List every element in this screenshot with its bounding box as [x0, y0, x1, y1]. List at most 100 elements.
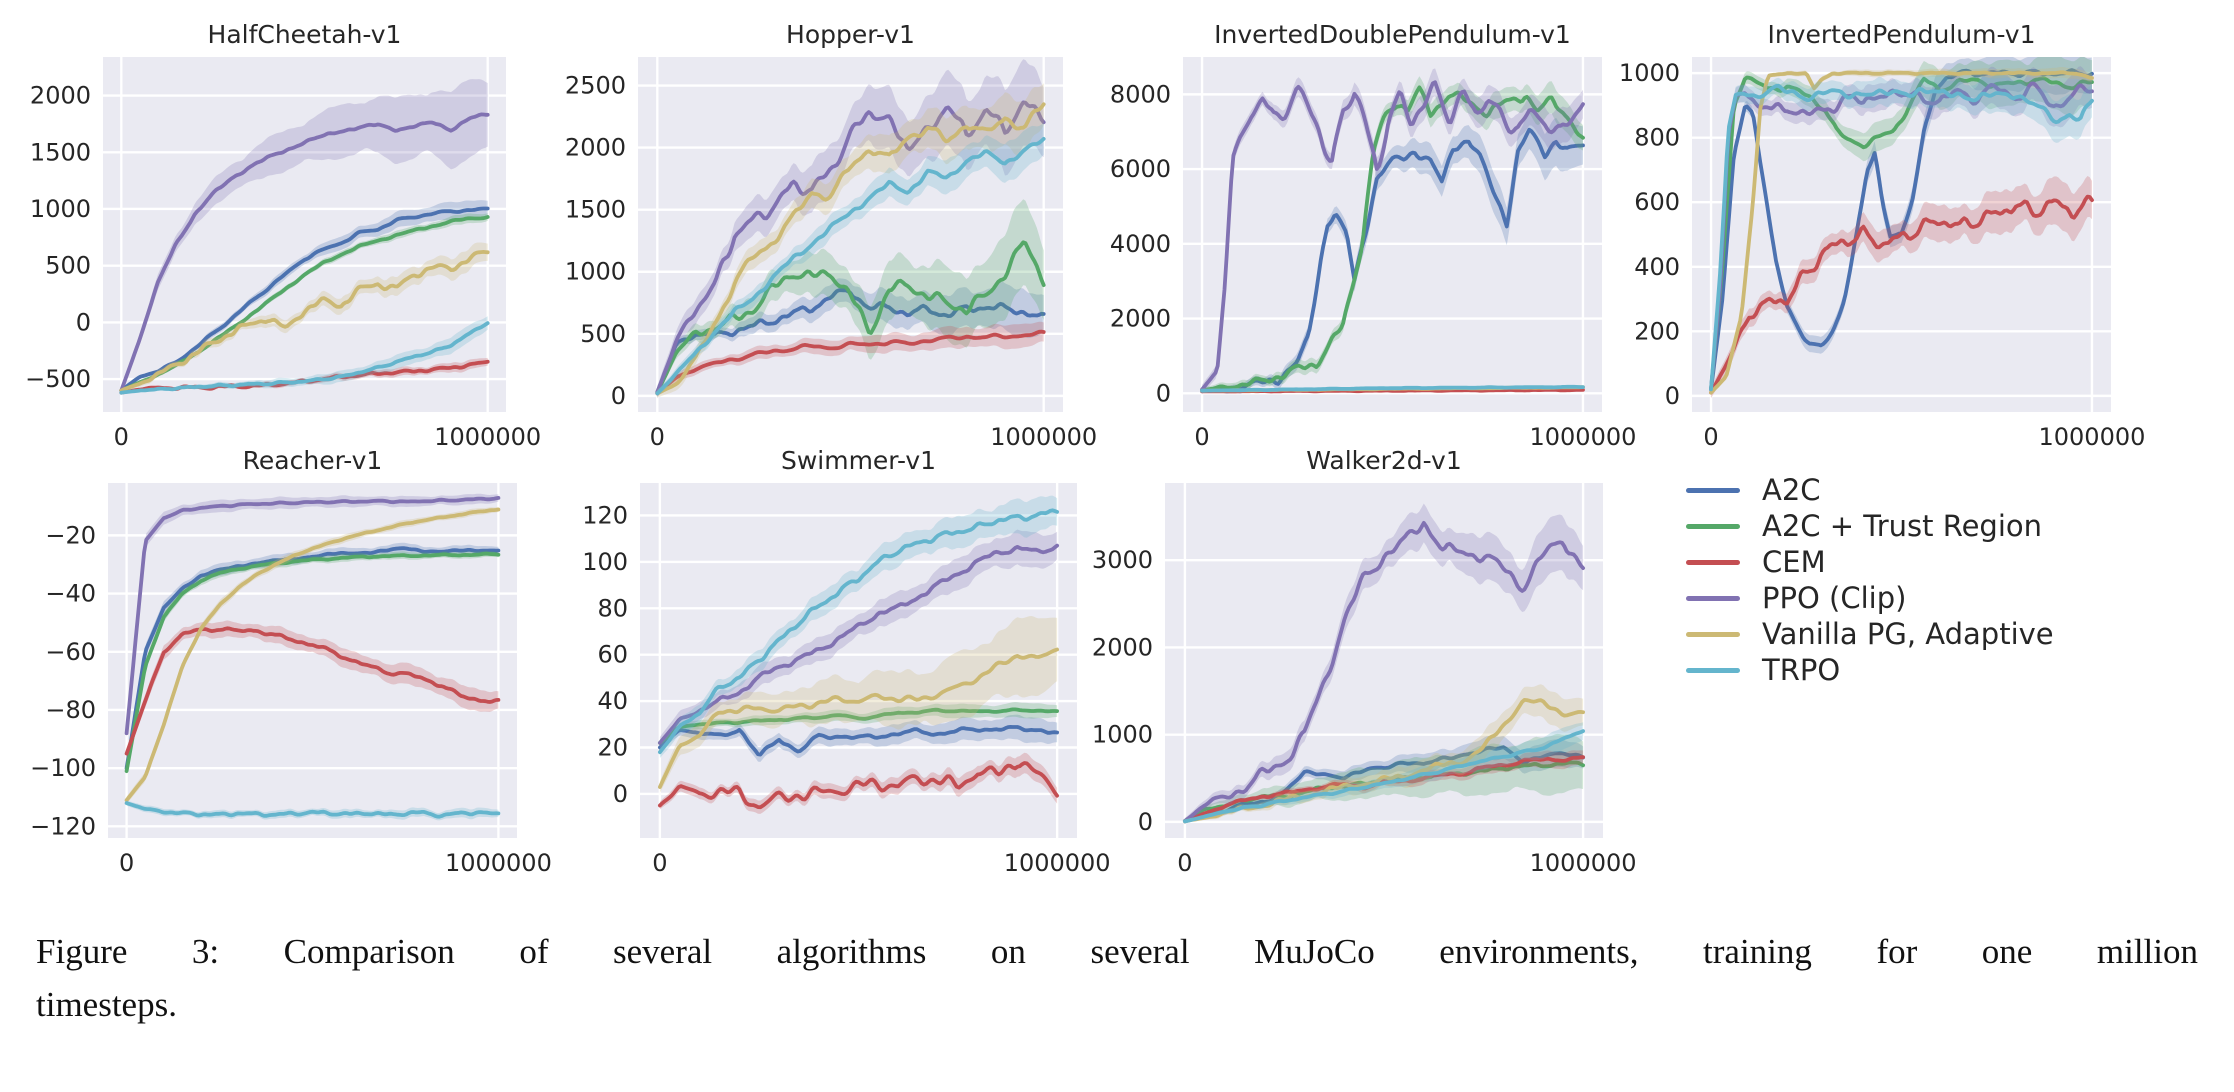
legend: A2C A2C + Trust Region CEM PPO (Clip) Vanill…	[1686, 472, 2146, 688]
series-line-trpo	[124, 801, 501, 819]
x-tick-label: 0	[1703, 423, 1718, 451]
figure-caption-line-1: Figure 3: Comparison of several algorith…	[36, 932, 2198, 971]
figure-caption-line-2: timesteps.	[36, 985, 177, 1025]
chart-hopper-v1: 2500 2000 1500 1000 500 0 0 1000000 Hopper-v1	[553, 12, 1133, 462]
series-line-trpo	[655, 137, 1046, 396]
x-tick-label: 0	[114, 423, 129, 451]
y-tick-label: 8000	[1110, 80, 1171, 108]
confidence-band-ppo-clip	[657, 59, 1044, 399]
legend-item-a2c: A2C	[1686, 472, 2146, 508]
series-line-vanilla-pg-adaptive	[655, 102, 1046, 396]
chart-title: InvertedDoublePendulum-v1	[1214, 20, 1571, 49]
y-tick-label: 0	[611, 382, 626, 410]
y-tick-label: 4000	[1110, 230, 1171, 258]
chart-swimmer-v1: 120 100 80 60 40 20 0 0 1000000 Swimmer-v1	[555, 438, 1147, 888]
x-tick-label: 0	[1194, 423, 1209, 451]
y-tick-label: 2000	[565, 134, 626, 162]
legend-item-label: PPO (Clip)	[1762, 581, 1907, 615]
plot-background	[108, 483, 517, 838]
legend-item-label: TRPO	[1762, 653, 1841, 687]
y-tick-label: 1000	[1092, 721, 1153, 749]
y-tick-label: 2000	[30, 82, 91, 110]
series-line-ppo-clip	[1709, 81, 2094, 392]
series-line-a2c	[658, 724, 1060, 757]
y-tick-label: 1000	[565, 258, 626, 286]
chart-title: InvertedPendulum-v1	[1767, 20, 2035, 49]
y-tick-label: 80	[597, 594, 628, 622]
x-tick-label: 0	[650, 423, 665, 451]
y-tick-label: −20	[45, 521, 96, 549]
series-line-cem	[1709, 194, 2094, 395]
y-tick-label: 1500	[565, 196, 626, 224]
x-tick-label: 0	[119, 849, 134, 877]
x-tick-label: 1000000	[434, 423, 541, 451]
y-tick-label: 0	[613, 780, 628, 808]
confidence-band-vanilla-pg-adaptive	[121, 242, 488, 393]
series-line-vanilla-pg-adaptive	[124, 507, 501, 803]
y-tick-label: −40	[45, 580, 96, 608]
y-tick-label: 100	[582, 548, 628, 576]
confidence-band-ppo-clip	[659, 529, 1058, 749]
y-tick-label: −120	[30, 812, 96, 840]
legend-item-label: Vanilla PG, Adaptive	[1762, 617, 2054, 651]
legend-item-cem: CEM	[1686, 544, 2146, 580]
chart-walker2d-v1: 3000 2000 1000 0 0 1000000 Walker2d-v1	[1080, 438, 1673, 888]
chart-invertedpendulum-v1: 1000 800 600 400 200 0 0 1000000 InvertedPendulu…	[1607, 12, 2181, 462]
series-line-a2c-trust-region	[658, 707, 1060, 745]
y-tick-label: 2000	[1110, 305, 1171, 333]
y-tick-label: 1000	[1619, 59, 1680, 87]
y-tick-label: 1000	[30, 195, 91, 223]
legend-line-swatch	[1686, 631, 1740, 637]
confidence-band-trpo	[1184, 722, 1584, 823]
y-tick-label: 40	[597, 687, 628, 715]
y-tick-label: 0	[1138, 808, 1153, 836]
confidence-band-ppo-clip	[1184, 503, 1584, 824]
series-line-a2c-trust-region	[119, 215, 490, 393]
y-tick-label: 0	[76, 308, 91, 336]
chart-svg: 120 100 80 60 40 20 0 0 1000000 Swimmer-v1	[582, 446, 1110, 877]
figure-caption: Figure 3: Comparison of several algorith…	[36, 925, 2198, 1031]
x-tick-label: 0	[652, 849, 667, 877]
confidence-band-cem	[1711, 176, 2092, 399]
legend-line-swatch	[1686, 487, 1740, 493]
series-line-a2c	[1183, 745, 1586, 823]
y-tick-label: 6000	[1110, 155, 1171, 183]
confidence-band-trpo	[657, 123, 1044, 397]
y-tick-label: 500	[45, 252, 91, 280]
legend-line-swatch	[1686, 667, 1740, 673]
chart-svg: −20 −40 −60 −80 −100 −120 0 1000000 Reacher-v1	[30, 446, 552, 877]
y-tick-label: 800	[1634, 124, 1680, 152]
series-line-vanilla-pg-adaptive	[1709, 70, 2094, 395]
legend-line-swatch	[1686, 559, 1740, 565]
legend-item-label: A2C	[1762, 473, 1821, 507]
legend-item-ppo-clip: PPO (Clip)	[1686, 580, 2146, 616]
series-line-cem	[124, 626, 501, 756]
series-line-ppo-clip	[658, 543, 1060, 745]
y-tick-label: 2500	[565, 72, 626, 100]
series-line-trpo	[119, 321, 490, 395]
y-tick-label: 3000	[1092, 546, 1153, 574]
chart-title: Reacher-v1	[243, 446, 383, 475]
x-tick-label: 1000000	[1530, 849, 1637, 877]
plot-background	[103, 57, 506, 412]
series-line-a2c	[124, 546, 501, 771]
confidence-band-vanilla-pg-adaptive	[659, 616, 1058, 793]
y-tick-label: 1500	[30, 138, 91, 166]
confidence-band-a2c	[1184, 735, 1584, 823]
series-line-cem	[658, 761, 1060, 810]
series-line-ppo-clip	[124, 496, 501, 736]
confidence-band-a2c-trust-region	[1202, 76, 1583, 393]
y-tick-label: 120	[582, 501, 628, 529]
series-line-vanilla-pg-adaptive	[658, 647, 1060, 789]
chart-inverteddoublependulum-v1: 8000 6000 4000 2000 0 0 1000000 InvertedDoubleP…	[1098, 12, 1672, 462]
chart-svg: 3000 2000 1000 00 1000000 Walker2d-v1	[1092, 446, 1637, 877]
y-tick-label: 60	[597, 641, 628, 669]
y-tick-label: 400	[1634, 253, 1680, 281]
confidence-band-vanilla-pg-adaptive	[1184, 684, 1584, 823]
y-tick-label: 2000	[1092, 633, 1153, 661]
y-tick-label: 200	[1634, 317, 1680, 345]
legend-item-a2c-trust-region: A2C + Trust Region	[1686, 508, 2146, 544]
chart-title: Hopper-v1	[786, 20, 915, 49]
confidence-band-ppo-clip	[121, 79, 488, 394]
legend-line-swatch	[1686, 523, 1740, 529]
